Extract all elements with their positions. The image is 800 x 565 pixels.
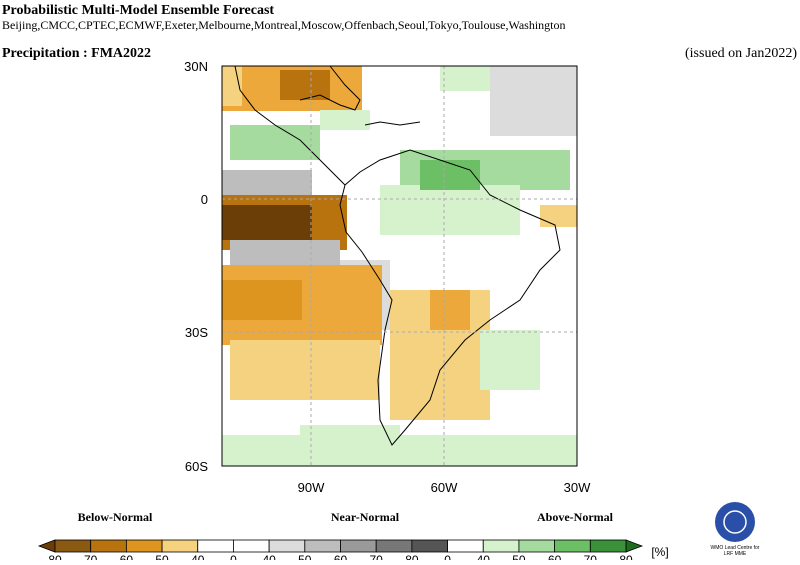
- colorbar-label: 50: [512, 553, 526, 560]
- colorbar-label: 0: [230, 553, 237, 560]
- colorbar-label: 40: [191, 553, 205, 560]
- members: Beijing,CMCC,CPTEC,ECMWF,Exeter,Melbourn…: [2, 18, 566, 32]
- lat-label: 60S: [185, 459, 208, 474]
- cell: [540, 205, 577, 227]
- colorbar-low: [37, 539, 56, 553]
- cell: [230, 125, 320, 160]
- coastline: [364, 121, 421, 126]
- category: Above-Normal: [537, 510, 614, 524]
- lat-label: 30S: [185, 325, 208, 340]
- colorbar-label: 50: [155, 553, 169, 560]
- colorbar-label: 40: [477, 553, 491, 560]
- colorbar-segment: [340, 539, 377, 553]
- variable: Precipitation : FMA2022: [2, 46, 151, 61]
- colorbar-segment: [197, 539, 234, 553]
- colorbar-label: 80: [48, 553, 62, 560]
- cell: [320, 110, 370, 130]
- cell: [222, 280, 302, 320]
- colorbar-label: 60: [334, 553, 348, 560]
- cell: [380, 185, 520, 235]
- coastline: [234, 65, 346, 186]
- unit: [%]: [651, 545, 668, 559]
- cell: [280, 70, 330, 100]
- colorbar-label: 70: [584, 553, 598, 560]
- logo: WMO Lead Centre for LRF MME: [711, 502, 760, 557]
- colorbar-segment: [589, 539, 627, 553]
- lon-label: 60W: [431, 480, 458, 495]
- logo-text: LRF MME: [724, 551, 747, 557]
- cell: [480, 330, 540, 390]
- colorbar-label: 60: [120, 553, 134, 560]
- colorbar-segment: [125, 539, 163, 553]
- colorbar-label: 70: [370, 553, 384, 560]
- colorbar-segment: [411, 539, 448, 553]
- colorbar-label: 50: [298, 553, 312, 560]
- issued: (issued on Jan2022): [685, 46, 797, 61]
- cell: [420, 160, 480, 190]
- cell: [440, 66, 490, 91]
- category: Below-Normal: [78, 510, 153, 524]
- colorbar-segment: [268, 539, 306, 553]
- colorbar-segment: [161, 539, 199, 553]
- logo-emblem: [715, 502, 755, 542]
- colorbar-segment: [233, 539, 270, 553]
- cell: [490, 66, 577, 136]
- colorbar-segment: [482, 539, 520, 553]
- colorbar-segment: [518, 539, 556, 553]
- colorbar-segment: [447, 539, 484, 553]
- map-frame: [221, 65, 578, 467]
- colorbar-segment: [375, 539, 413, 553]
- colorbar-label: 40: [262, 553, 276, 560]
- colorbar-segment: [554, 539, 591, 553]
- lat-label: 30N: [184, 59, 208, 74]
- colorbar-label: 80: [619, 553, 633, 560]
- cell: [430, 290, 470, 330]
- colorbar-segment: [54, 539, 92, 553]
- colorbar-label: 0: [444, 553, 451, 560]
- colorbar-label: 60: [548, 553, 562, 560]
- cell: [230, 340, 380, 400]
- lat-label: 0: [201, 192, 208, 207]
- map: [221, 65, 578, 467]
- title: Probabilistic Multi-Model Ensemble Forec…: [2, 3, 274, 18]
- lon-label: 30W: [564, 480, 591, 495]
- colorbar-high: [625, 539, 644, 553]
- colorbar: 80 70 60 50 40 0 40 50 60 70 80 0 40 50 60 70 80: [37, 539, 644, 565]
- colorbar-label: 80: [405, 553, 419, 560]
- colorbar-segment: [90, 539, 127, 553]
- colorbar-label: 70: [84, 553, 98, 560]
- logo-text: WMO Lead Centre for: [711, 545, 760, 551]
- cell: [222, 170, 312, 195]
- coastline: [299, 65, 361, 111]
- coastline: [339, 149, 561, 446]
- category: Near-Normal: [331, 510, 400, 524]
- lon-label: 90W: [298, 480, 325, 495]
- logo-globe: [723, 510, 747, 534]
- cell: [300, 425, 400, 445]
- colorbar-segment: [304, 539, 341, 553]
- cell: [222, 205, 312, 240]
